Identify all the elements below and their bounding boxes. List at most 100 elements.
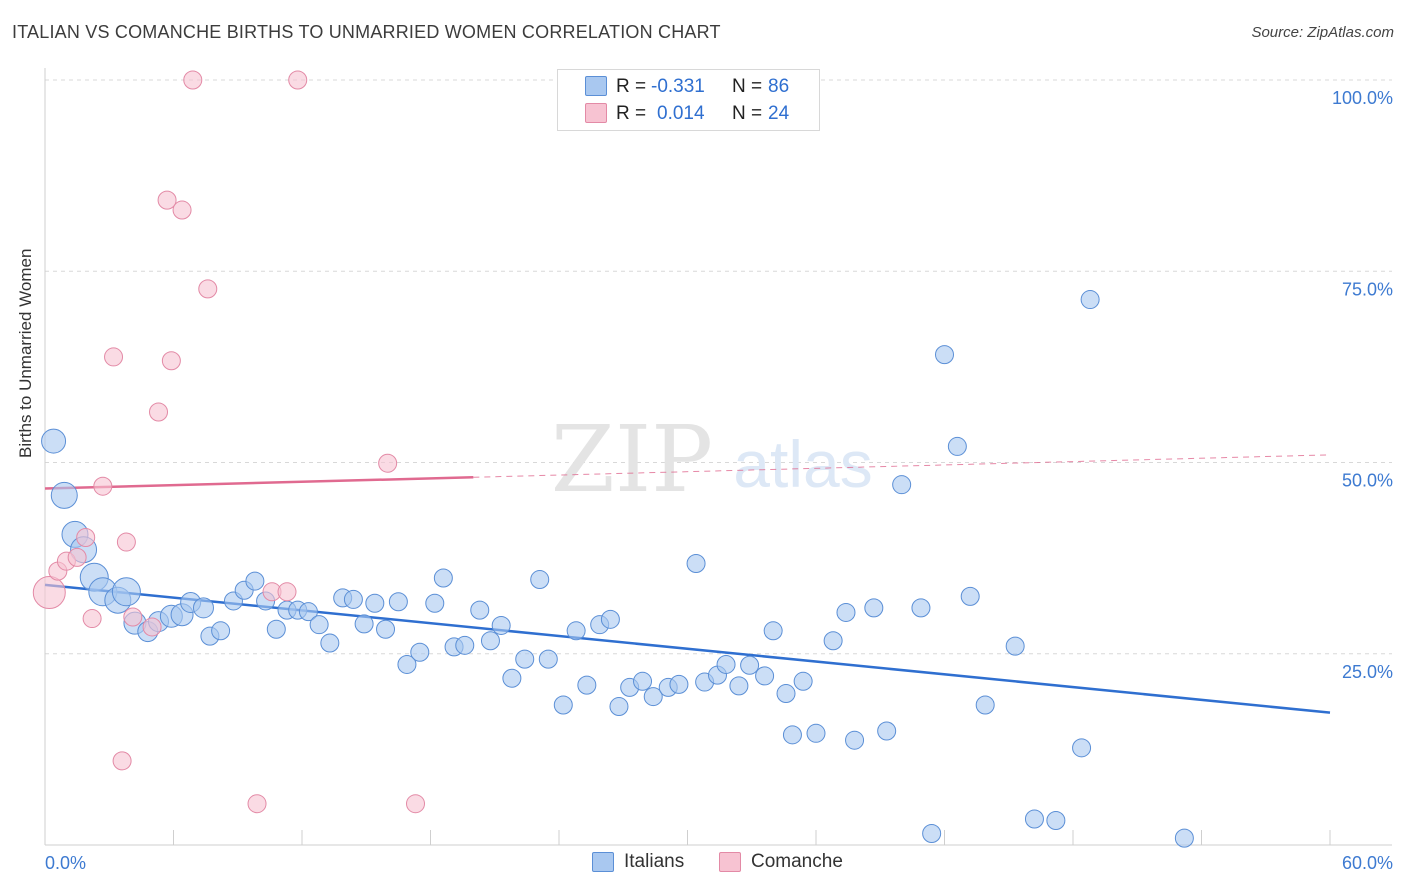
point-italians — [491, 615, 511, 635]
point-italians — [935, 345, 954, 365]
point-italians — [1174, 828, 1194, 848]
point-italians — [823, 631, 843, 651]
x-tick-label-end: 60.0% — [1342, 853, 1393, 873]
bottom-legend-swatch — [592, 852, 614, 872]
point-italians — [410, 642, 430, 662]
point-comanche — [172, 200, 192, 220]
point-italians — [1072, 738, 1092, 758]
point-italians — [729, 676, 749, 696]
bottom-legend-comanche: Comanche — [719, 851, 843, 873]
point-italians — [776, 684, 796, 704]
point-italians — [245, 571, 265, 591]
point-italians — [515, 649, 535, 669]
point-italians — [864, 598, 884, 618]
point-comanche — [288, 70, 308, 90]
legend-swatch-comanche — [585, 103, 607, 123]
bottom-legend-italians: Italians — [592, 851, 684, 873]
point-italians — [192, 597, 214, 619]
point-comanche — [93, 476, 113, 496]
point-italians — [425, 593, 445, 613]
point-italians — [633, 671, 653, 691]
point-italians — [975, 695, 995, 715]
y-tick-label: 100.0% — [1332, 88, 1393, 108]
point-italians — [211, 621, 231, 641]
point-italians — [793, 671, 813, 691]
correlation-legend: R = -0.331 N = 86 R = 0.014 N = 24 — [557, 69, 820, 131]
legend-r-value: 0.014 — [657, 103, 705, 124]
point-italians — [480, 631, 500, 651]
legend-n-value: 86 — [768, 76, 790, 97]
point-italians — [755, 666, 775, 686]
legend-r-label: R = — [616, 103, 647, 124]
point-italians — [911, 598, 931, 618]
point-italians — [836, 602, 856, 622]
point-comanche — [76, 527, 96, 547]
legend-n-label: N = — [732, 76, 763, 97]
y-tick-label: 50.0% — [1342, 471, 1393, 491]
point-comanche — [104, 347, 124, 367]
point-comanche — [198, 279, 218, 299]
point-italians — [397, 654, 417, 674]
point-italians — [686, 553, 706, 573]
point-italians — [960, 586, 980, 606]
source-label: Source: ZipAtlas.com — [1251, 24, 1394, 41]
point-italians — [740, 655, 760, 675]
point-italians — [376, 619, 396, 639]
point-italians — [365, 593, 385, 613]
point-italians — [892, 475, 912, 495]
point-italians — [1080, 290, 1100, 310]
point-italians — [577, 675, 597, 695]
watermark-atlas: atlas — [733, 427, 872, 501]
point-italians — [502, 668, 522, 688]
point-italians — [806, 723, 826, 743]
point-italians — [455, 635, 475, 655]
x-tick-label-start: 0.0% — [45, 853, 86, 873]
point-comanche — [277, 582, 297, 602]
legend-n-label: N = — [732, 103, 763, 124]
point-italians — [530, 570, 550, 590]
trend-line-comanche — [44, 476, 474, 490]
bottom-legend-swatch — [719, 852, 741, 872]
point-italians — [669, 674, 689, 694]
point-italians — [600, 609, 620, 629]
point-italians — [845, 730, 865, 750]
point-italians — [782, 725, 802, 745]
data-points — [32, 70, 1194, 848]
point-italians — [111, 577, 141, 607]
point-italians — [947, 436, 967, 456]
point-italians — [309, 615, 329, 635]
point-italians — [877, 721, 897, 741]
bottom-legend-label: Italians — [624, 851, 685, 872]
point-italians — [763, 621, 783, 641]
point-italians — [553, 695, 573, 715]
point-italians — [1046, 811, 1066, 831]
watermark-zip: ZIP — [551, 406, 713, 513]
point-italians — [298, 602, 318, 622]
point-italians — [388, 592, 408, 612]
point-comanche — [82, 609, 102, 629]
legend-r-value: -0.331 — [651, 76, 705, 97]
point-comanche — [157, 190, 177, 210]
point-italians — [470, 600, 490, 620]
point-comanche — [32, 576, 66, 610]
chart-title: ITALIAN VS COMANCHE BIRTHS TO UNMARRIED … — [12, 22, 721, 42]
point-italians — [354, 614, 374, 634]
point-italians — [41, 428, 67, 454]
point-italians — [643, 687, 663, 707]
point-comanche — [247, 794, 267, 814]
point-comanche — [142, 617, 162, 637]
legend-r-label: R = — [616, 76, 647, 97]
axes — [44, 68, 1392, 846]
point-italians — [716, 654, 736, 674]
point-italians — [50, 481, 78, 509]
point-comanche — [112, 751, 132, 771]
legend-swatch-italians — [585, 76, 607, 96]
legend-n-value: 24 — [768, 103, 790, 124]
point-italians — [1005, 636, 1025, 656]
point-comanche — [149, 402, 169, 422]
point-comanche — [183, 70, 203, 90]
watermark: ZIP atlas — [551, 406, 873, 513]
point-italians — [266, 619, 286, 639]
grid-lines — [45, 79, 1392, 655]
